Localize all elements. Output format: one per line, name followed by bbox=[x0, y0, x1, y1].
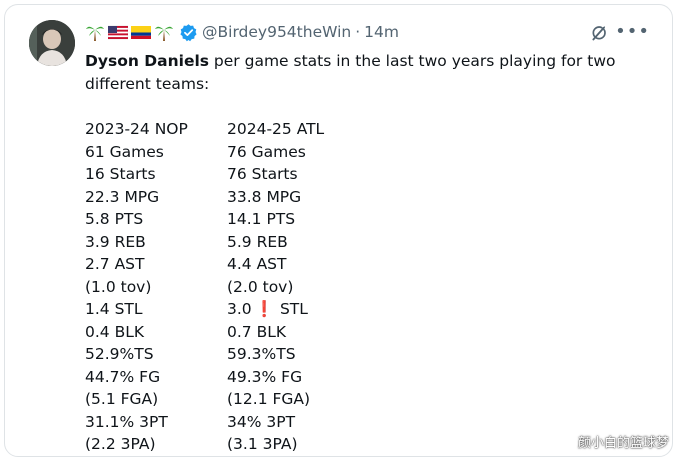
stats-right: 34% 3PT bbox=[227, 412, 296, 431]
timestamp[interactable]: 14m bbox=[364, 23, 399, 41]
stats-left: 22.3 MPG bbox=[85, 187, 160, 206]
tweet-text: Dyson Daniels per game stats in the last… bbox=[85, 50, 670, 95]
stats-right: 49.3% FG bbox=[227, 367, 303, 386]
verified-badge-icon[interactable] bbox=[179, 23, 198, 42]
stats-right: 14.1 PTS bbox=[227, 210, 296, 228]
palm-tree-icon bbox=[155, 26, 173, 41]
stats-left: 16 Starts bbox=[85, 165, 156, 183]
stats-left: 0.4 BLK bbox=[85, 322, 145, 341]
us-flag-icon bbox=[108, 25, 128, 40]
stats-left: 61 Games bbox=[85, 142, 164, 161]
stats-left: 1.4 STL bbox=[85, 300, 143, 318]
stats-right: (2.0 tov) bbox=[227, 277, 294, 296]
tweet-text-bold: Dyson Daniels bbox=[85, 52, 209, 70]
colombia-flag-icon bbox=[131, 26, 151, 39]
stats-right: 59.3%TS bbox=[227, 345, 296, 363]
stats-right: 4.4 AST bbox=[227, 255, 287, 273]
stats-right: 0.7 BLK bbox=[227, 322, 287, 341]
stats-right: (3.1 3PA) bbox=[227, 435, 298, 453]
stats-left: 2.7 AST bbox=[85, 255, 145, 273]
tweet-text-body: per game stats in the last two years pla… bbox=[85, 52, 616, 93]
stats-left: (1.0 tov) bbox=[85, 277, 152, 296]
separator-dot: · bbox=[355, 23, 361, 41]
stats-right: 3.0 ❗ STL bbox=[227, 298, 308, 321]
grok-icon[interactable] bbox=[590, 22, 610, 42]
avatar-image bbox=[29, 20, 75, 66]
stats-left: 44.7% FG bbox=[85, 367, 161, 386]
stats-right-value: 3.0 bbox=[227, 300, 252, 318]
stats-left: (5.1 FGA) bbox=[85, 390, 159, 408]
exclamation-icon: ❗ bbox=[254, 300, 274, 318]
stats-left: (2.2 3PA) bbox=[85, 435, 156, 453]
stats-right: 2024-25 ATL bbox=[227, 120, 325, 138]
stats-left: 52.9%TS bbox=[85, 345, 154, 363]
watermark: 颜小白的篮球梦 bbox=[577, 436, 669, 451]
tweet-card[interactable]: @Birdey954theWin · 14m ••• Dyson Daniels… bbox=[4, 4, 673, 457]
avatar[interactable] bbox=[29, 20, 75, 66]
stats-right: (12.1 FGA) bbox=[227, 390, 311, 408]
user-handle[interactable]: @Birdey954theWin bbox=[202, 23, 352, 41]
stats-right: 76 Starts bbox=[227, 165, 298, 183]
stats-left: 31.1% 3PT bbox=[85, 412, 168, 431]
stats-left: 2023-24 NOP bbox=[85, 120, 188, 138]
stats-right: 33.8 MPG bbox=[227, 187, 302, 206]
stats-right: 5.9 REB bbox=[227, 232, 288, 251]
stats-right-label: STL bbox=[279, 300, 308, 318]
stats-left: 5.8 PTS bbox=[85, 210, 144, 228]
more-options-icon[interactable]: ••• bbox=[615, 21, 650, 42]
palm-tree-icon bbox=[86, 26, 104, 41]
tweet-header: @Birdey954theWin · 14m ••• bbox=[85, 20, 652, 44]
stats-right: 76 Games bbox=[227, 142, 306, 161]
stats-left: 3.9 REB bbox=[85, 232, 146, 251]
